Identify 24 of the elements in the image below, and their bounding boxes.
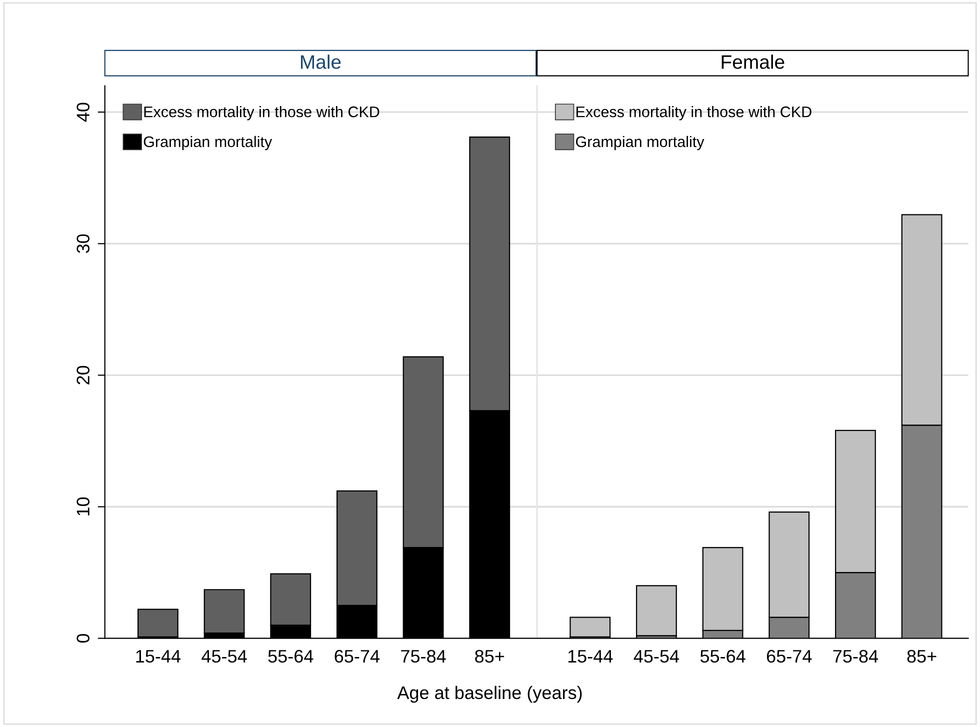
legend-label: Excess mortality in those with CKD: [576, 106, 812, 120]
y-tick-label: 30: [76, 234, 90, 253]
y-tick-label: 40: [76, 102, 90, 122]
x-tick-label: 55-64: [268, 650, 314, 663]
x-tick-label: 15-44: [136, 650, 180, 663]
x-tick-label: 45-54: [202, 650, 247, 663]
x-tick-label: 55-64: [700, 650, 746, 663]
x-tick-label: 85+: [907, 650, 936, 663]
x-axis-title: Age at baseline (years): [397, 686, 582, 703]
y-tick-label: 20: [76, 366, 90, 384]
x-tick-label: 75-84: [833, 650, 878, 663]
x-tick-label: 45-54: [634, 650, 680, 663]
x-tick-label: 85+: [475, 650, 504, 663]
x-tick-label: 65-74: [766, 650, 812, 663]
legend-label: Grampian mortality: [576, 136, 704, 150]
chart-title: Male: [300, 54, 341, 69]
y-tick-label: 0: [76, 634, 90, 643]
x-tick-label: 15-44: [568, 650, 613, 663]
y-tick-label: 10: [76, 497, 90, 516]
x-tick-label: 75-84: [401, 650, 446, 663]
legend-label: Excess mortality in those with CKD: [144, 106, 380, 120]
x-tick-label: 65-74: [334, 650, 380, 663]
legend-label: Grampian mortality: [144, 136, 272, 150]
chart-title: Female: [722, 54, 784, 69]
